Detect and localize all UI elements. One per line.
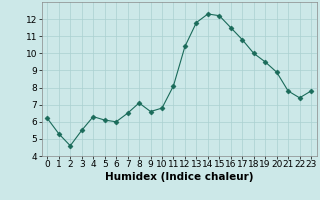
X-axis label: Humidex (Indice chaleur): Humidex (Indice chaleur) bbox=[105, 172, 253, 182]
